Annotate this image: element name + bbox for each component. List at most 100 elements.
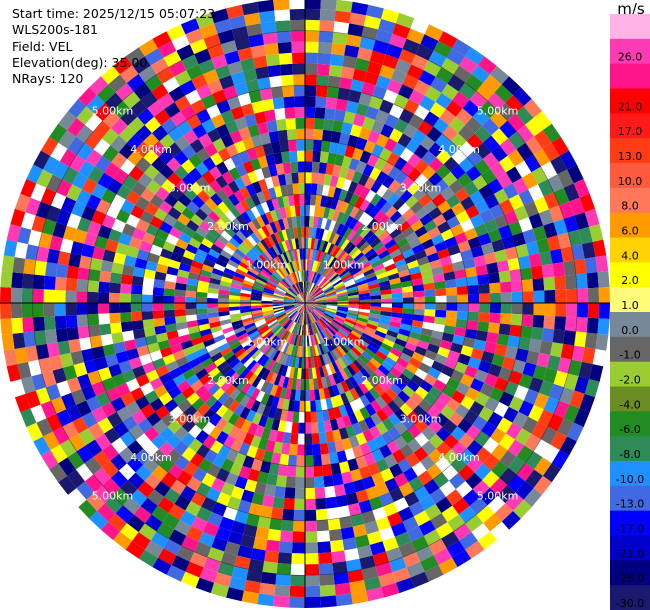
velocity-gate [488, 228, 502, 243]
velocity-gate [68, 253, 82, 268]
velocity-gate [188, 357, 202, 369]
velocity-gate [305, 303, 315, 310]
velocity-gate [357, 47, 373, 61]
velocity-gate [300, 281, 304, 293]
velocity-gate [173, 150, 189, 166]
velocity-gate [294, 303, 305, 306]
velocity-gate [237, 351, 249, 362]
velocity-gate [141, 294, 153, 303]
velocity-gate [326, 339, 335, 351]
velocity-gate [227, 180, 240, 194]
velocity-gate [491, 239, 505, 253]
velocity-gate [447, 514, 466, 532]
velocity-gate [248, 249, 259, 260]
velocity-gate [191, 362, 205, 375]
velocity-gate [549, 205, 564, 223]
velocity-gate [321, 353, 329, 366]
velocity-gate [316, 275, 325, 286]
velocity-gate [142, 232, 156, 245]
velocity-gate [384, 356, 397, 367]
velocity-gate [459, 532, 478, 550]
velocity-gate [241, 286, 253, 292]
velocity-gate [276, 196, 285, 209]
velocity-gate [290, 286, 299, 295]
velocity-gate [175, 238, 189, 250]
velocity-gate [218, 311, 230, 317]
velocity-gate [235, 329, 247, 338]
velocity-gate [491, 353, 505, 367]
velocity-gate [254, 259, 265, 269]
velocity-gate [348, 158, 360, 171]
velocity-gate [386, 329, 399, 339]
velocity-gate [235, 163, 248, 177]
velocity-gate [230, 153, 243, 168]
velocity-gate [313, 308, 324, 316]
velocity-gate [77, 373, 92, 389]
velocity-gate [125, 378, 140, 392]
velocity-gate [311, 271, 317, 283]
velocity-gate [305, 466, 315, 478]
velocity-gate [305, 433, 313, 445]
velocity-gate [328, 338, 337, 349]
velocity-gate [509, 268, 522, 282]
velocity-gate [228, 15, 247, 30]
velocity-gate [421, 356, 435, 368]
velocity-gate [243, 356, 254, 368]
velocity-gate [288, 287, 298, 296]
velocity-gate [584, 332, 598, 349]
velocity-gate [336, 417, 346, 430]
velocity-gate [218, 289, 230, 295]
velocity-gate [318, 162, 328, 174]
velocity-gate [364, 326, 377, 334]
velocity-gate [151, 464, 168, 481]
velocity-gate [315, 227, 321, 240]
velocity-gate [305, 183, 312, 195]
velocity-gate [523, 98, 542, 118]
velocity-gate [442, 208, 456, 222]
velocity-gate [157, 40, 177, 58]
velocity-gate [334, 109, 346, 122]
velocity-gate [296, 303, 305, 310]
velocity-gate [60, 196, 77, 214]
velocity-gate [102, 443, 119, 461]
velocity-gate [305, 226, 309, 238]
velocity-gate [413, 446, 429, 462]
velocity-gate [460, 373, 475, 388]
velocity-gate [207, 248, 221, 259]
velocity-gate [120, 274, 133, 285]
velocity-gate [382, 375, 394, 388]
velocity-gate [229, 309, 241, 315]
velocity-gate [84, 113, 103, 132]
velocity-gate [305, 553, 319, 565]
velocity-gate [126, 133, 144, 150]
velocity-gate [186, 526, 204, 542]
velocity-gate [557, 232, 572, 249]
velocity-gate [138, 38, 158, 57]
velocity-gate [298, 324, 302, 336]
velocity-gate [334, 347, 344, 358]
velocity-gate [181, 159, 196, 174]
velocity-gate [232, 323, 244, 331]
velocity-gate [413, 308, 425, 316]
velocity-gate [315, 297, 327, 301]
velocity-gate [446, 215, 461, 229]
velocity-gate [305, 498, 316, 510]
velocity-gate [260, 355, 270, 367]
velocity-gate [46, 248, 60, 264]
velocity-gate [325, 230, 333, 242]
start-time-label: Start time: 2025/12/15 05:07:23 [12, 6, 216, 21]
velocity-gate [464, 328, 478, 340]
velocity-gate [293, 74, 305, 86]
velocity-gate [413, 144, 429, 160]
velocity-gate [359, 36, 376, 51]
velocity-gate [159, 221, 173, 234]
velocity-gate [258, 341, 269, 352]
velocity-gate [305, 85, 317, 97]
velocity-gate [195, 12, 215, 29]
velocity-gate [297, 294, 305, 303]
velocity-gate [443, 434, 459, 450]
range-ring-label: 2.00km [361, 220, 403, 233]
velocity-gate [482, 470, 500, 488]
velocity-gate [259, 87, 273, 101]
velocity-gate [514, 205, 529, 221]
